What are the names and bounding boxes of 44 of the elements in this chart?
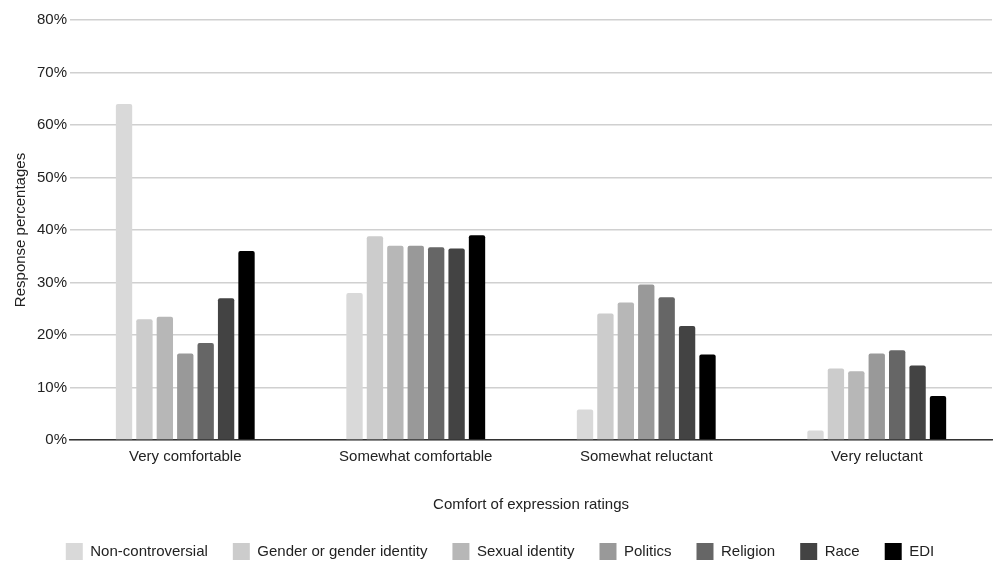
legend-label: Non-controversial (90, 541, 208, 559)
x-tick-label: Very comfortable (128, 447, 242, 465)
bar (807, 430, 824, 440)
y-tick-label: 80% (36, 10, 68, 28)
y-tick-label: 0% (45, 430, 68, 448)
y-tick-label: 70% (36, 62, 68, 80)
bar (197, 342, 214, 440)
bar (448, 248, 465, 440)
y-tick-label: 40% (36, 220, 68, 238)
bar (638, 284, 655, 440)
y-tick-label: 20% (36, 325, 68, 343)
y-tick-label: 50% (36, 167, 68, 185)
bar (658, 297, 675, 440)
bar (387, 245, 404, 440)
bar (617, 302, 635, 440)
bar (468, 235, 486, 440)
x-axis-title: Comfort of expression ratings (433, 495, 629, 513)
bar (889, 350, 906, 440)
bar (217, 298, 235, 440)
bar (678, 326, 696, 440)
bar (929, 395, 947, 440)
x-tick-label: Very reluctant (830, 447, 924, 465)
legend-label: Politics (623, 541, 672, 559)
legend-label: Sexual identity (476, 541, 575, 559)
y-tick-label: 10% (36, 377, 68, 395)
bar (868, 353, 885, 440)
bar (848, 371, 865, 440)
bar (699, 354, 716, 440)
legend-label: Race (824, 541, 860, 559)
y-tick-label: 30% (36, 272, 68, 290)
x-tick-label: Somewhat comfortable (339, 447, 493, 465)
bar (428, 247, 445, 440)
legend-label: Gender or gender identity (257, 541, 428, 559)
bar (909, 365, 926, 440)
y-tick-label: 60% (36, 115, 68, 133)
bar (156, 316, 174, 440)
bar (177, 353, 194, 440)
legend-label: Religion (721, 541, 776, 559)
y-axis-title: Response percentages (11, 152, 29, 308)
bar (407, 245, 424, 440)
bar (238, 251, 255, 440)
x-tick-label: Somewhat reluctant (579, 447, 714, 465)
legend-label: EDI (909, 541, 935, 559)
bar (576, 409, 594, 440)
